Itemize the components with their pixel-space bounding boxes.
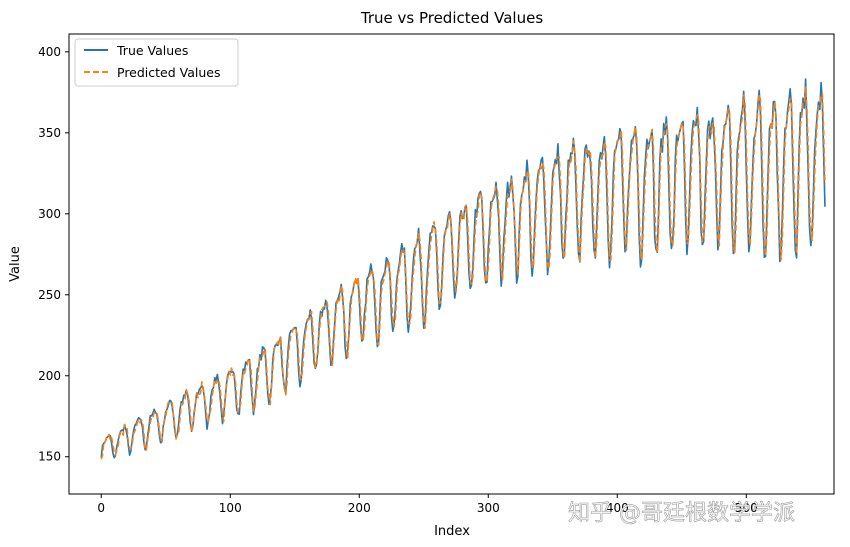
y-tick-label: 300 (38, 207, 61, 221)
x-tick-label: 300 (477, 501, 500, 515)
x-tick-label: 500 (735, 501, 758, 515)
y-tick-label: 350 (38, 126, 61, 140)
x-tick-label: 0 (97, 501, 105, 515)
legend: True Values Predicted Values (74, 38, 239, 87)
chart-title: True vs Predicted Values (360, 9, 543, 27)
series-line-predicted-values (100, 86, 826, 460)
x-tick-label: 400 (606, 501, 629, 515)
x-axis-label: Index (434, 524, 470, 539)
y-tick-label: 250 (38, 288, 61, 302)
x-tick-label: 100 (219, 501, 242, 515)
plot-area (68, 33, 835, 495)
y-axis-label: Value (8, 246, 23, 282)
y-tick-label: 200 (38, 369, 61, 383)
series-layer (100, 78, 826, 460)
y-tick-label: 400 (38, 45, 61, 59)
y-tick-label: 150 (38, 450, 61, 464)
watermark: 知乎 @哥廷根数学学派 (568, 501, 795, 526)
legend-box (74, 38, 239, 87)
legend-true-label: True Values (116, 43, 188, 58)
x-axis: 0 100 200 300 400 500 (97, 494, 758, 515)
legend-pred-label: Predicted Values (117, 65, 221, 80)
x-tick-label: 200 (348, 501, 371, 515)
y-axis: 150 200 250 300 350 400 (38, 45, 69, 464)
